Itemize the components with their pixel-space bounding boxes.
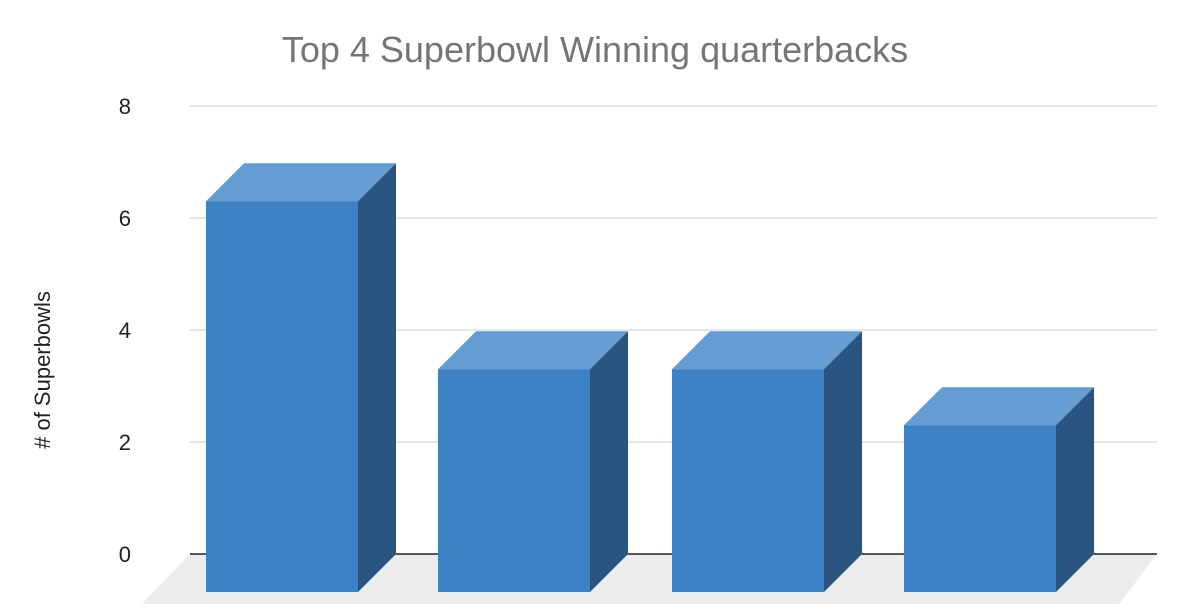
- bar-front-face: [904, 425, 1056, 592]
- bar-side-face: [590, 331, 628, 592]
- y-tick-label: 8: [119, 94, 131, 119]
- bar-front-face: [206, 201, 358, 592]
- bar-top-face: [206, 163, 396, 202]
- y-tick-label: 0: [119, 542, 131, 567]
- bar-side-face: [1056, 387, 1094, 592]
- y-tick-label: 4: [119, 318, 131, 343]
- chart-floor: [142, 554, 1157, 604]
- bar-top-face: [672, 331, 862, 370]
- bar-side-face: [824, 331, 862, 592]
- bar-side-face: [358, 163, 396, 592]
- bar-top-face: [438, 331, 628, 370]
- bar: [672, 331, 862, 592]
- chart-title: Top 4 Superbowl Winning quarterbacks: [282, 29, 908, 70]
- bar-front-face: [438, 369, 590, 592]
- bar-top-face: [904, 387, 1094, 426]
- y-tick-label: 6: [119, 206, 131, 231]
- bar-front-face: [672, 369, 824, 592]
- y-tick-label: 2: [119, 430, 131, 455]
- bars: [206, 163, 1094, 592]
- y-axis-title: # of Superbowls: [30, 291, 55, 449]
- bar: [206, 163, 396, 592]
- y-axis-ticks: 0 2 4 6 8: [119, 94, 131, 567]
- bar: [904, 387, 1094, 592]
- bar: [438, 331, 628, 592]
